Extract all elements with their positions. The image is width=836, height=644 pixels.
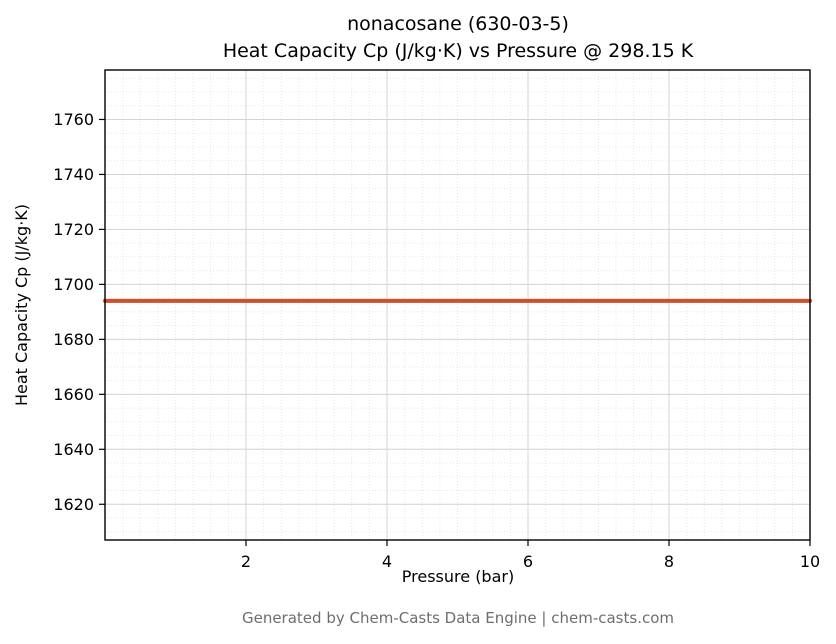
y-tick-label: 1720 — [53, 220, 94, 239]
y-axis-label: Heat Capacity Cp (J/kg·K) — [12, 204, 31, 406]
x-ticks: 2 4 6 8 10 — [241, 540, 820, 571]
x-tick-label: 6 — [523, 552, 533, 571]
y-ticks: 1620 1640 1660 1680 1700 1720 1740 1760 — [53, 110, 105, 514]
grid-minor — [104, 70, 811, 540]
x-tick-label: 10 — [800, 552, 820, 571]
y-tick-label: 1740 — [53, 165, 94, 184]
grid-major — [105, 70, 811, 540]
y-tick-label: 1760 — [53, 110, 94, 129]
y-tick-label: 1700 — [53, 275, 94, 294]
x-tick-label: 4 — [382, 552, 392, 571]
y-tick-label: 1640 — [53, 440, 94, 459]
chart-title-line1: nonacosane (630-03-5) — [347, 13, 569, 35]
footer-text: Generated by Chem-Casts Data Engine | ch… — [242, 609, 674, 627]
chart-title-line2: Heat Capacity Cp (J/kg·K) vs Pressure @ … — [223, 40, 694, 62]
x-tick-label: 8 — [664, 552, 674, 571]
y-tick-label: 1620 — [53, 495, 94, 514]
x-axis-label: Pressure (bar) — [402, 567, 514, 586]
y-tick-label: 1660 — [53, 385, 94, 404]
x-tick-label: 2 — [241, 552, 251, 571]
plot-border — [104, 69, 811, 541]
y-tick-label: 1680 — [53, 330, 94, 349]
